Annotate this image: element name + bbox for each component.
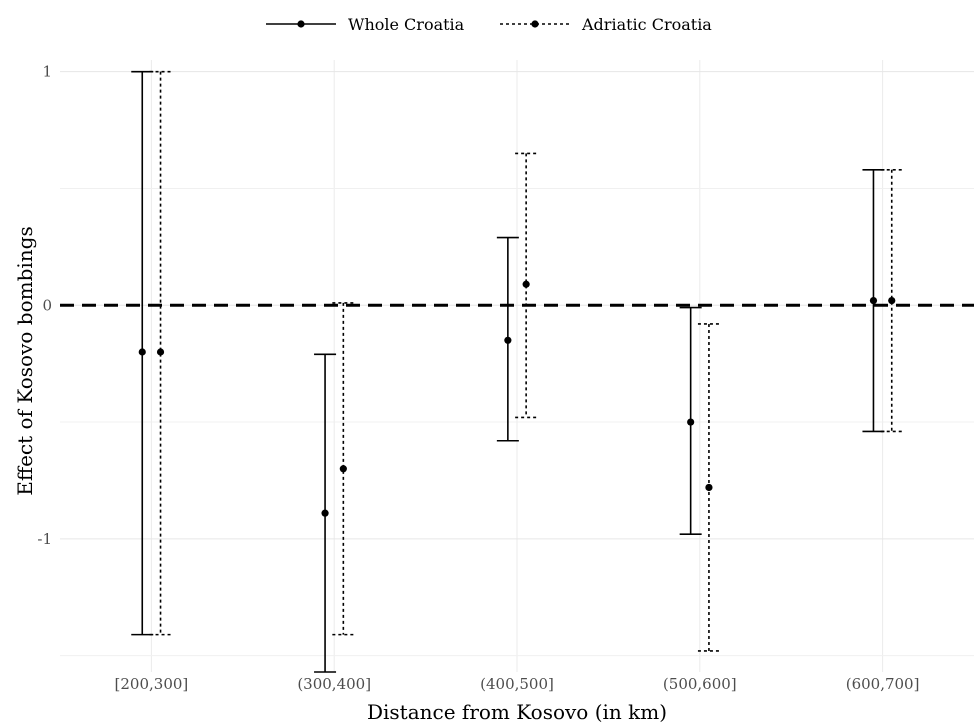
errorbar-adriatic-croatia: [515, 152, 538, 419]
errorbar-whole-croatia: [131, 70, 154, 636]
grid: [60, 60, 974, 672]
y-tick-label: -1: [37, 530, 52, 548]
errorbar-whole-croatia: [862, 168, 885, 433]
x-tick-label: (600,700]: [846, 675, 920, 693]
errorbar-whole-croatia: [679, 306, 702, 535]
point-estimate: [888, 296, 896, 305]
y-axis-title: Effect of Kosovo bombings: [13, 226, 37, 495]
x-tick-label: (500,600]: [663, 675, 737, 693]
point-estimate: [522, 280, 530, 288]
legend-item: Whole Croatia: [266, 15, 465, 34]
point-estimate: [869, 296, 878, 305]
y-tick-label: 1: [42, 63, 52, 81]
legend-key-point: [297, 20, 305, 28]
errorbar-adriatic-croatia: [880, 168, 903, 433]
point-estimate: [705, 483, 713, 492]
y-tick-label: 0: [42, 296, 52, 314]
x-tick-label: (400,500]: [480, 675, 554, 693]
point-estimate: [138, 348, 146, 356]
point-estimate: [156, 348, 165, 356]
legend: Whole Croatia Adriatic Croatia: [266, 15, 712, 34]
errorbar-whole-croatia: [314, 353, 337, 673]
errorbar-whole-croatia: [496, 236, 519, 442]
errorbar-adriatic-croatia: [332, 302, 355, 636]
error-bars: [131, 70, 903, 673]
x-axis-title: Distance from Kosovo (in km): [367, 700, 667, 724]
point-estimate: [321, 509, 329, 517]
point-estimate: [687, 418, 695, 426]
errorbar-adriatic-croatia: [149, 70, 172, 636]
legend-label: Whole Croatia: [348, 15, 465, 34]
x-tick-label: [200,300]: [115, 675, 189, 693]
legend-item: Adriatic Croatia: [500, 15, 712, 34]
point-estimate: [339, 465, 347, 473]
errorbar-adriatic-croatia: [697, 323, 720, 652]
point-estimate: [504, 336, 512, 344]
legend-key-point: [531, 20, 539, 28]
x-tick-labels: [200,300] (300,400] (400,500] (500,600] (600…: [115, 675, 920, 693]
y-tick-labels: 1 0 -1: [37, 63, 52, 548]
legend-label: Adriatic Croatia: [581, 15, 712, 34]
x-tick-label: (300,400]: [297, 675, 371, 693]
